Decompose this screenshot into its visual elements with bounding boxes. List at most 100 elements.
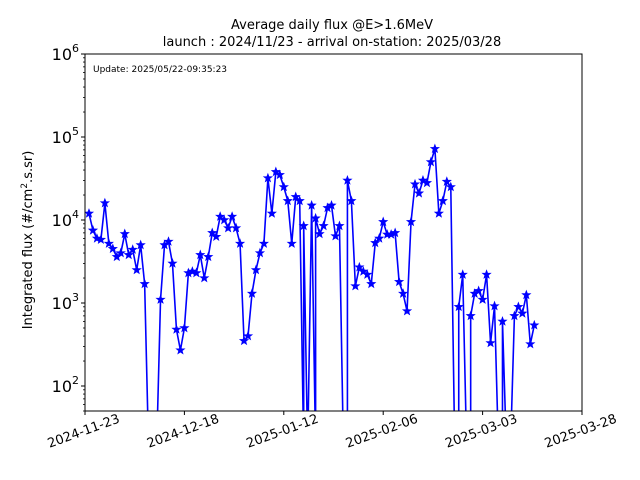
data-point-marker: [509, 310, 520, 321]
plot-frame: [84, 53, 583, 412]
data-point-marker: [242, 330, 254, 341]
data-point-marker: [139, 278, 150, 289]
data-point-marker: [298, 220, 309, 231]
y-tick-label: 104: [52, 208, 79, 230]
data-point-marker: [429, 143, 440, 154]
data-point-marker: [421, 177, 433, 188]
data-point-marker: [290, 191, 301, 202]
data-point-marker: [254, 247, 266, 258]
data-point-marker: [457, 269, 468, 279]
data-point-marker: [346, 195, 357, 206]
data-point-marker: [310, 212, 321, 223]
data-point-marker: [286, 238, 297, 248]
data-point-marker: [405, 216, 417, 227]
data-point-marker: [99, 197, 110, 208]
data-point-marker: [334, 220, 345, 231]
data-point-marker: [179, 322, 190, 333]
data-point-marker: [525, 338, 536, 349]
y-tick-label: 102: [52, 374, 79, 396]
data-point-marker: [238, 335, 250, 346]
data-point-marker: [314, 228, 325, 239]
data-point-marker: [425, 156, 437, 167]
data-point-marker: [211, 231, 222, 241]
data-point-marker: [394, 276, 405, 287]
data-point-marker: [167, 258, 178, 268]
data-point-marker: [282, 195, 293, 206]
data-point-marker: [103, 238, 114, 248]
data-point-marker: [234, 238, 246, 248]
flux-line: [88, 148, 536, 411]
data-point-marker: [115, 247, 126, 258]
data-point-marker: [489, 300, 500, 311]
y-axis-label: Integrated flux (#/cm2.s.sr): [20, 151, 36, 330]
data-point-marker: [207, 227, 218, 238]
data-point-marker: [191, 267, 202, 278]
data-point-marker: [306, 200, 317, 210]
data-point-marker: [497, 316, 508, 326]
data-point-marker: [330, 230, 341, 241]
data-point-marker: [119, 228, 130, 239]
flux-series: [85, 143, 540, 411]
data-point-marker: [417, 175, 429, 185]
data-point-marker: [374, 233, 385, 243]
data-point-marker: [473, 285, 484, 296]
data-point-marker: [326, 200, 337, 210]
data-point-marker: [370, 237, 381, 248]
data-point-marker: [171, 324, 182, 334]
data-point-marker: [227, 211, 238, 221]
data-point-marker: [513, 301, 524, 312]
data-point-marker: [477, 294, 488, 304]
data-point-marker: [401, 305, 413, 316]
data-point-marker: [199, 272, 210, 283]
data-point-marker: [250, 264, 262, 275]
data-point-marker: [95, 234, 106, 244]
data-point-marker: [481, 269, 492, 279]
data-point-marker: [278, 181, 289, 192]
data-point-marker: [465, 310, 476, 321]
data-point-marker: [453, 301, 464, 312]
data-point-marker: [517, 308, 528, 318]
data-point-marker: [409, 178, 421, 189]
data-point-marker: [107, 243, 118, 254]
data-point-marker: [437, 195, 448, 206]
data-point-marker: [390, 227, 401, 238]
data-point-marker: [378, 216, 389, 227]
chart-title: Average daily flux @E>1.6MeV: [231, 18, 433, 33]
data-point-marker: [485, 337, 496, 348]
data-point-marker: [262, 172, 273, 183]
chart-subtitle: launch : 2024/11/23 - arrival on-station…: [163, 35, 501, 50]
data-point-marker: [433, 208, 444, 218]
data-point-marker: [135, 239, 146, 250]
data-point-marker: [246, 288, 258, 298]
data-point-marker: [87, 225, 99, 235]
data-point-marker: [219, 214, 230, 225]
y-tick-label: 106: [52, 42, 79, 64]
data-point-marker: [529, 319, 540, 330]
data-point-marker: [123, 249, 134, 260]
data-point-marker: [203, 251, 214, 262]
data-point-marker: [127, 244, 138, 254]
data-point-marker: [85, 208, 95, 218]
data-point-marker: [342, 175, 353, 185]
data-point-marker: [366, 278, 377, 289]
data-point-marker: [397, 288, 409, 298]
data-point-marker: [266, 208, 277, 218]
data-point-marker: [230, 222, 242, 233]
data-point-marker: [274, 169, 285, 180]
data-point-marker: [155, 294, 166, 304]
data-point-marker: [175, 344, 186, 355]
data-point-marker: [318, 220, 329, 231]
data-point-marker: [354, 261, 365, 272]
data-point-marker: [413, 187, 425, 198]
y-tick-label: 103: [52, 291, 79, 313]
data-point-marker: [131, 264, 142, 275]
data-point-marker: [521, 289, 532, 300]
data-point-marker: [350, 280, 361, 291]
update-annotation: Update: 2025/05/22-09:35:23: [93, 65, 227, 75]
data-point-marker: [163, 236, 174, 246]
data-point-marker: [294, 195, 305, 206]
data-point-marker: [441, 176, 452, 186]
data-point-marker: [362, 269, 373, 279]
